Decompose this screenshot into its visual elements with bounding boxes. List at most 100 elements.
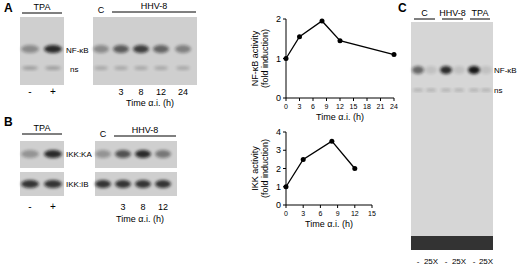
x-axis-label: Time α.i. (h) — [305, 219, 353, 229]
plot-area — [284, 139, 358, 190]
lane-label: - — [417, 257, 420, 266]
gel-band — [135, 150, 151, 158]
lane-label: 8 — [140, 202, 145, 212]
data-point — [301, 157, 306, 162]
lane-label: 25X — [452, 257, 467, 266]
x-tick-label: 0 — [284, 103, 288, 110]
gel-band — [21, 150, 39, 158]
gel — [20, 172, 64, 196]
panel-letter: B — [4, 115, 13, 129]
x-tick — [286, 98, 287, 101]
y-axis-label: (fold induction) — [260, 29, 270, 88]
header-line — [22, 134, 62, 135]
x-tick-label: 15 — [368, 210, 376, 217]
gel-band — [413, 89, 423, 92]
gel-band — [115, 180, 131, 188]
header-line — [414, 19, 435, 20]
y-tick-label: 3 — [276, 145, 281, 155]
header: HHV-8 — [132, 125, 159, 135]
x-tick — [353, 98, 354, 101]
gel-band — [94, 66, 108, 70]
plot-area — [284, 18, 397, 61]
gel-band — [176, 66, 190, 70]
gel-band — [155, 180, 171, 188]
x-tick — [354, 205, 355, 208]
data-line — [286, 141, 355, 187]
lane-label: - — [28, 86, 31, 97]
data-point — [392, 52, 397, 57]
y-tick — [283, 132, 286, 133]
figure: ATPA-+NF-κBnsCHHV-8381224Time α.i. (h)BT… — [0, 0, 520, 273]
gel-band — [412, 66, 424, 74]
x-tick — [367, 98, 368, 101]
gel-band — [45, 66, 61, 70]
lane-label: 24 — [178, 87, 188, 97]
gel-band — [154, 66, 168, 70]
y-tick-label: 0 — [276, 200, 281, 210]
x-tick — [337, 205, 338, 208]
gel — [20, 17, 64, 85]
lane-label: 12 — [158, 202, 168, 212]
x-tick — [340, 98, 341, 101]
x-tick — [380, 98, 381, 101]
gel-band — [440, 66, 452, 74]
x-tick-label: 3 — [298, 103, 302, 110]
header: HHV-8 — [439, 8, 466, 18]
gel-band — [153, 45, 169, 53]
data-point — [352, 166, 357, 171]
row-label: IKK:KA — [66, 150, 92, 159]
band-label: ns — [494, 86, 502, 95]
header-line — [442, 19, 463, 20]
band-label: NF-κB — [66, 46, 89, 55]
x-tick-label: 0 — [284, 210, 288, 217]
header-line — [114, 136, 176, 137]
gel — [95, 141, 177, 168]
gel — [411, 22, 493, 250]
y-tick-label: 2 — [276, 164, 281, 174]
gel-band — [135, 180, 151, 188]
gel-band — [115, 150, 131, 158]
x-tick-label: 3 — [301, 210, 305, 217]
lane-label: 25X — [479, 257, 494, 266]
x-tick — [286, 205, 287, 208]
lane-label: + — [50, 86, 56, 97]
data-point — [297, 34, 302, 39]
gel-band — [44, 150, 62, 158]
y-tick-label: 1 — [276, 182, 281, 192]
gel — [95, 172, 177, 196]
gel-band — [426, 89, 436, 92]
gel-band — [468, 66, 480, 74]
header: TPA — [472, 8, 489, 18]
gel-band — [175, 45, 191, 53]
gel-band — [44, 45, 62, 53]
y-tick — [283, 19, 286, 20]
data-point — [338, 38, 343, 43]
lane-label: 25X — [424, 257, 439, 266]
gel-band — [425, 66, 437, 74]
y-tick-label: 4 — [276, 127, 281, 137]
panel-letter: A — [4, 1, 13, 15]
x-tick — [320, 205, 321, 208]
gel-band — [481, 89, 491, 92]
y-tick-label: 0 — [276, 93, 281, 103]
gel — [20, 141, 64, 168]
gel-band — [22, 66, 38, 70]
header-line — [22, 13, 62, 14]
chart: 0123403691215IKK activity(fold induction… — [250, 127, 376, 229]
lane-label: 8 — [138, 87, 143, 97]
header-line — [470, 19, 490, 20]
y-tick — [283, 168, 286, 169]
gel — [93, 17, 197, 85]
gel-band — [21, 45, 39, 53]
lane-label: - — [445, 257, 448, 266]
gel-band — [95, 150, 111, 158]
x-tick-label: 12 — [336, 103, 344, 110]
header: C — [100, 129, 107, 139]
x-tick-label: 9 — [336, 210, 340, 217]
x-tick — [303, 205, 304, 208]
x-tick — [313, 98, 314, 101]
gel-band — [469, 89, 479, 92]
lane-label: - — [473, 257, 476, 266]
data-point — [320, 18, 325, 23]
x-tick-label: 18 — [363, 103, 371, 110]
